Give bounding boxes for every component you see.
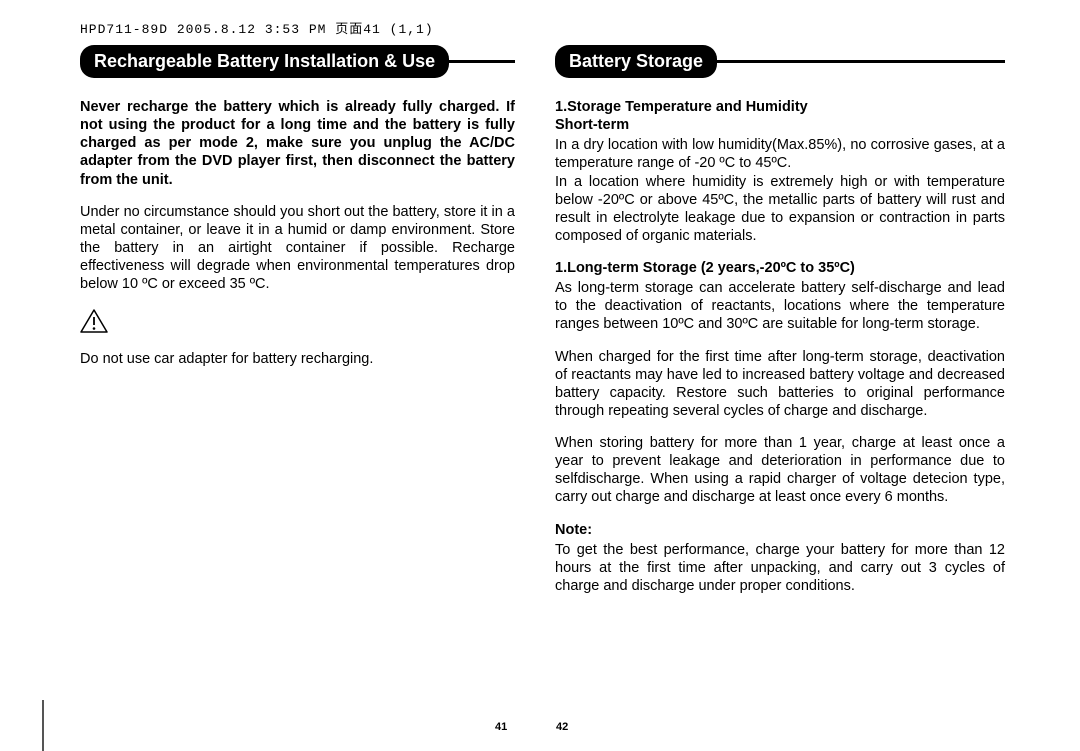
storage-p5: When storing battery for more than 1 yea…	[555, 434, 1005, 507]
print-header: HPD711-89D 2005.8.12 3:53 PM 页面41 (1,1)	[80, 18, 434, 37]
left-title-bar	[449, 60, 515, 63]
storage-heading-1b: Short-term	[555, 116, 1005, 134]
right-title-bar	[717, 60, 1005, 63]
page-number-right: 42	[556, 721, 568, 733]
right-page: Battery Storage 1.Storage Temperature an…	[555, 45, 1005, 595]
right-title-pill: Battery Storage	[555, 45, 717, 78]
left-page: Rechargeable Battery Installation & Use …	[80, 45, 515, 382]
note-paragraph: To get the best performance, charge your…	[555, 541, 1005, 595]
note-heading: Note:	[555, 521, 1005, 539]
storage-p3: As long-term storage can accelerate batt…	[555, 279, 1005, 333]
storage-p1: In a dry location with low humidity(Max.…	[555, 136, 1005, 172]
right-section-header: Battery Storage	[555, 45, 1005, 78]
left-bold-paragraph: Never recharge the battery which is alre…	[80, 98, 515, 189]
left-title-pill: Rechargeable Battery Installation & Use	[80, 45, 449, 78]
margin-mark	[42, 700, 44, 751]
storage-p2: In a location where humidity is extremel…	[555, 173, 1005, 246]
page-number-left: 41	[495, 721, 507, 733]
left-paragraph-2: Under no circumstance should you short o…	[80, 203, 515, 294]
storage-heading-2: 1.Long-term Storage (2 years,-20ºC to 35…	[555, 259, 1005, 277]
storage-p4: When charged for the first time after lo…	[555, 348, 1005, 421]
left-section-header: Rechargeable Battery Installation & Use	[80, 45, 515, 78]
storage-heading-1: 1.Storage Temperature and Humidity	[555, 98, 1005, 116]
left-paragraph-3: Do not use car adapter for battery recha…	[80, 350, 515, 368]
warning-icon	[80, 309, 515, 338]
